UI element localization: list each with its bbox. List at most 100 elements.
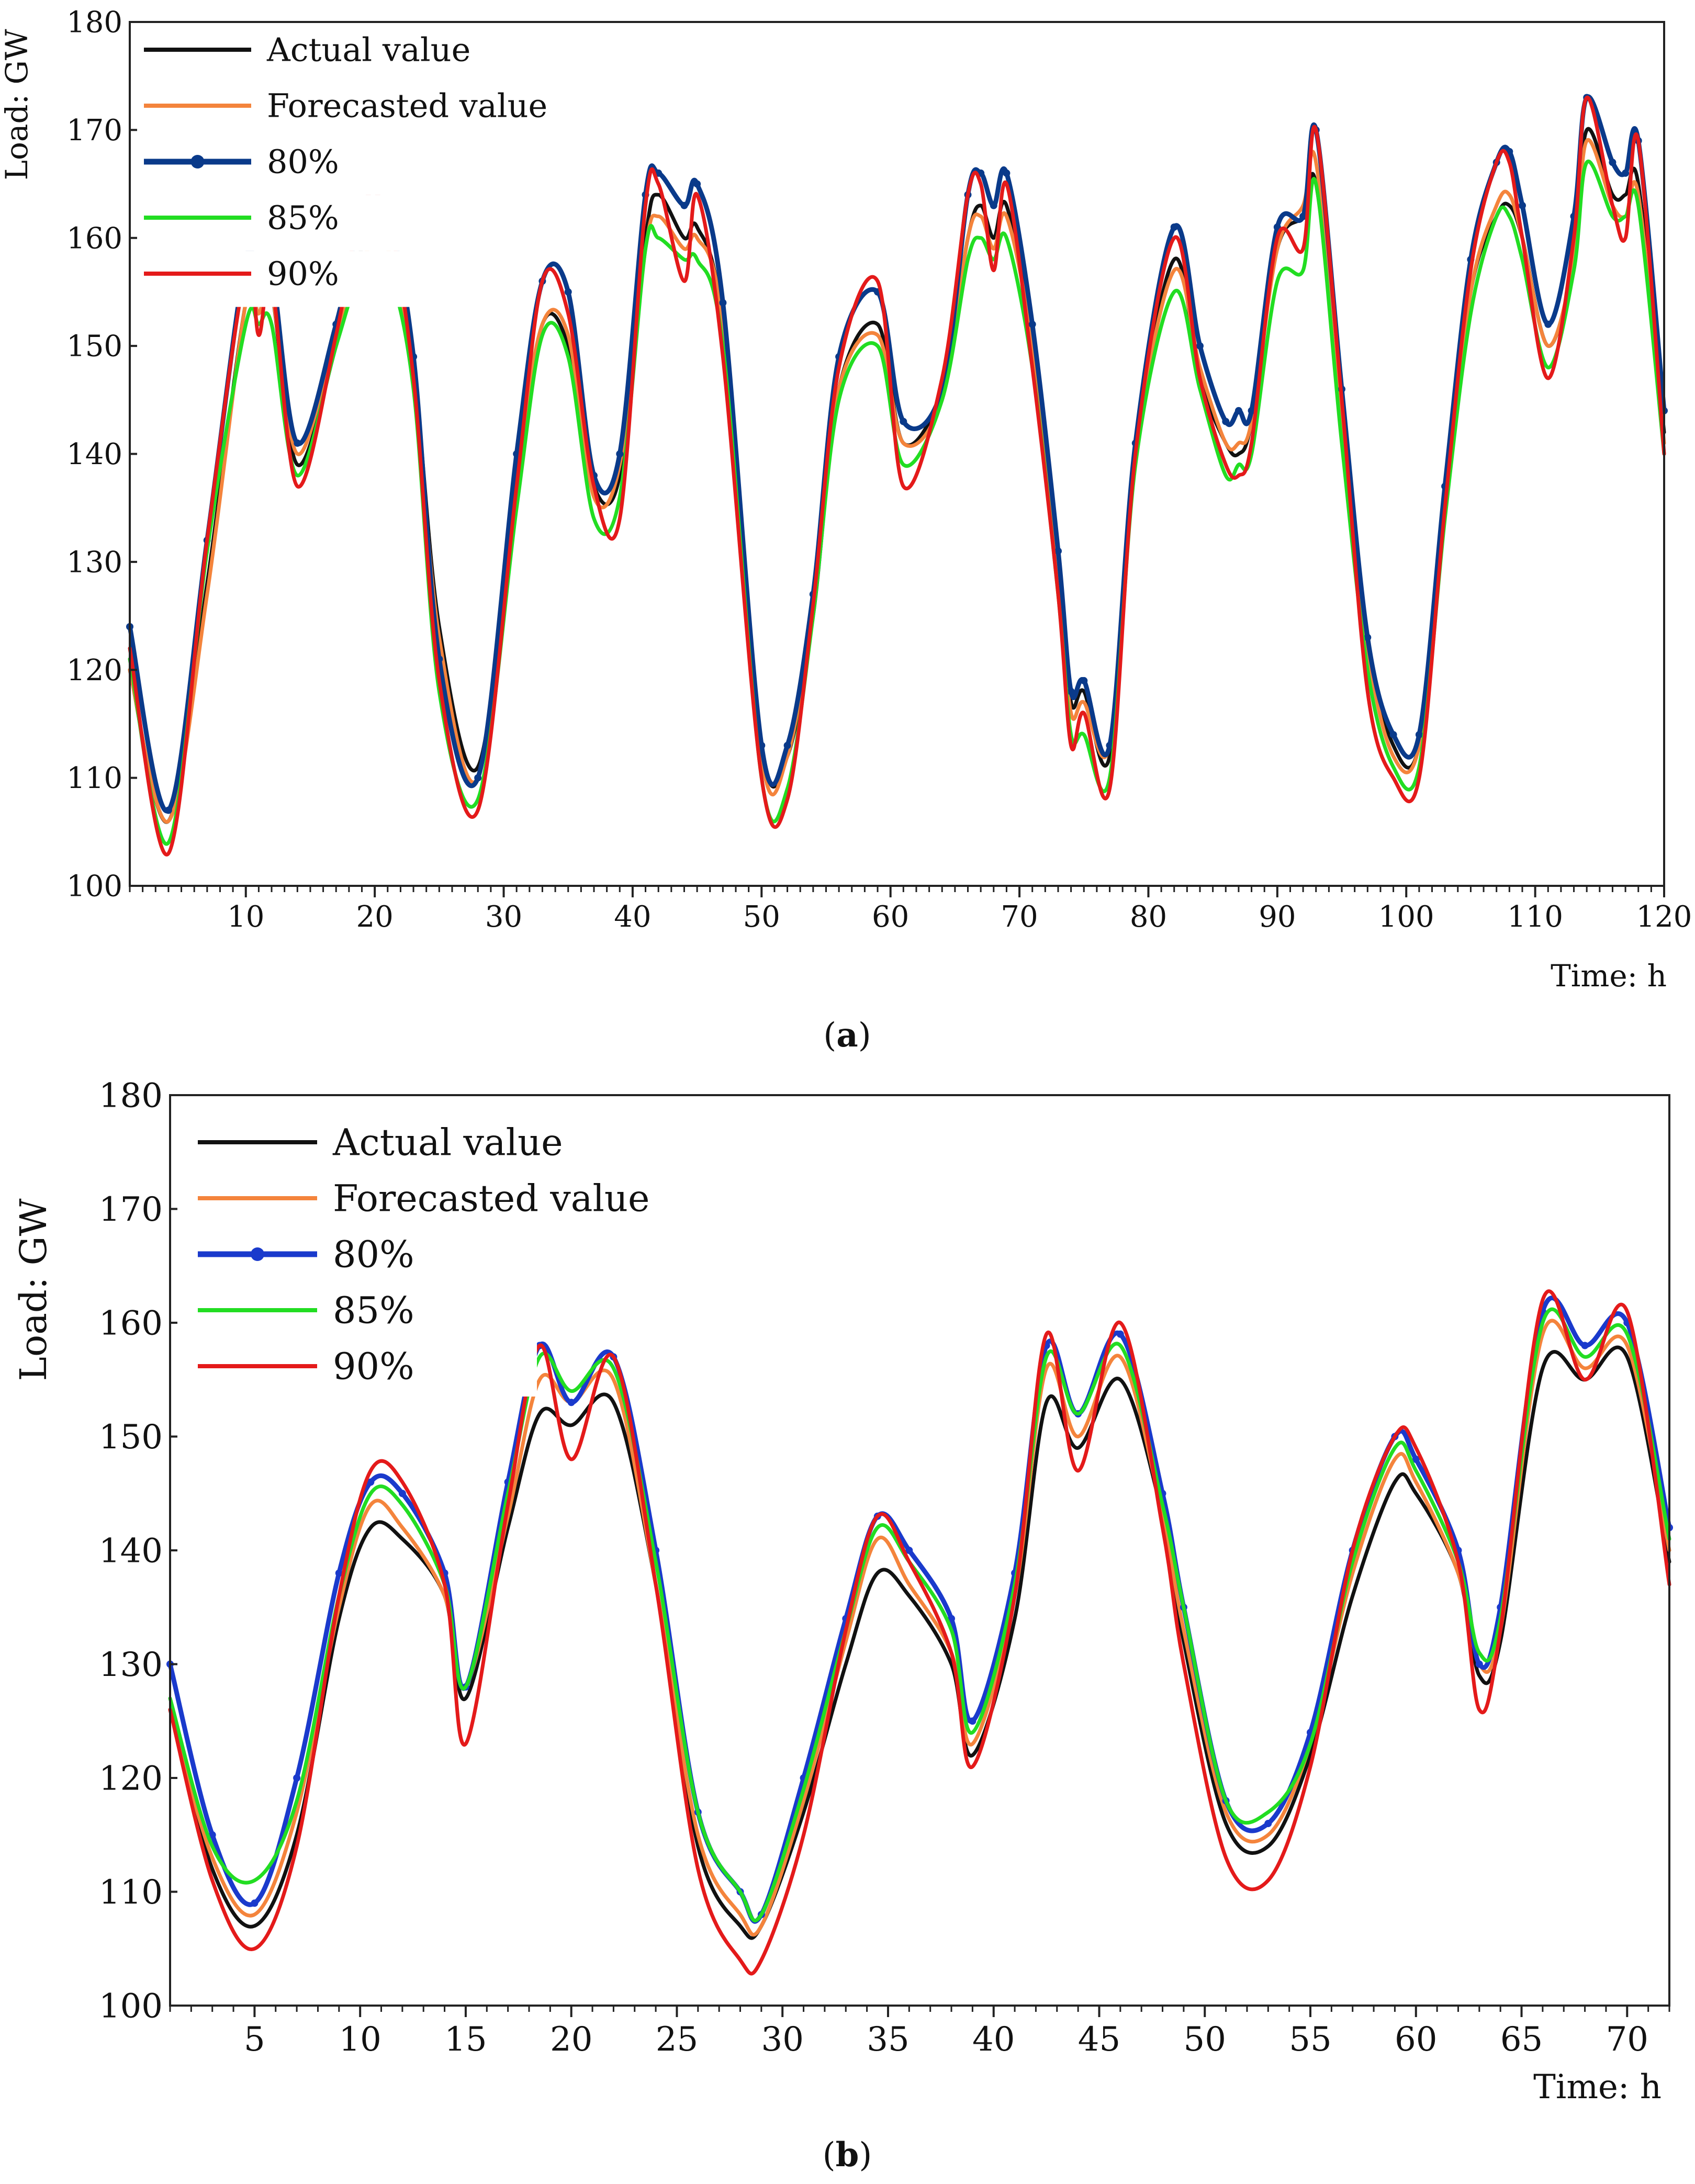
- data-point-0-2-42: [1222, 418, 1230, 425]
- data-point-1-2-30: [1264, 1820, 1272, 1827]
- y-tick-label-1-6: 160: [99, 1304, 163, 1343]
- data-point-1-2-1: [208, 1831, 216, 1839]
- y-tick-label-0-6: 160: [66, 221, 122, 255]
- x-tick-label-1-11: 60: [1395, 2020, 1437, 2059]
- y-tick-label-0-5: 150: [66, 330, 122, 364]
- data-point-1-2-20: [905, 1547, 913, 1554]
- x-tick-label-1-6: 35: [867, 2020, 909, 2059]
- legend-label-0-3: 85%: [267, 199, 339, 237]
- legend-bg-0-3: [139, 195, 445, 251]
- y-tick-label-0-0: 100: [66, 870, 122, 904]
- data-point-0-2-56: [1519, 201, 1526, 209]
- y-axis-label-a: Load: GW: [0, 29, 35, 180]
- x-tick-label-1-0: 5: [244, 2020, 265, 2059]
- data-point-0-2-15: [564, 288, 572, 296]
- data-point-0-2-61: [1622, 169, 1630, 177]
- data-point-0-2-44: [1248, 407, 1255, 414]
- y-tick-label-1-2: 120: [99, 1759, 163, 1798]
- data-point-0-2-17: [616, 450, 624, 458]
- x-tick-label-0-0: 10: [227, 900, 264, 934]
- data-point-1-2-26: [1116, 1330, 1124, 1338]
- legend-bg-1-4: [193, 1341, 537, 1397]
- legend-label-0-0: Actual value: [266, 31, 470, 69]
- data-point-0-2-12: [474, 774, 482, 782]
- legend-label-1-0: Actual value: [332, 1121, 563, 1164]
- y-tick-label-0-3: 130: [66, 545, 122, 579]
- data-point-0-2-36: [1067, 688, 1075, 695]
- x-tick-label-1-3: 20: [550, 2020, 592, 2059]
- data-point-0-2-1: [164, 806, 172, 814]
- data-point-1-2-5: [367, 1478, 375, 1486]
- data-point-0-2-24: [783, 741, 791, 749]
- legend-label-1-4: 90%: [333, 1345, 414, 1388]
- x-tick-label-0-8: 90: [1259, 900, 1296, 934]
- y-tick-label-1-0: 100: [99, 1987, 163, 2025]
- x-tick-label-0-5: 60: [872, 900, 909, 934]
- x-tick-label-0-4: 50: [743, 900, 780, 934]
- x-tick-label-1-10: 55: [1289, 2020, 1331, 2059]
- series-line-0-4: [128, 95, 1666, 857]
- caption-b: (b): [823, 2135, 872, 2175]
- series-line-1-4: [168, 1289, 1671, 1976]
- x-tick-label-1-13: 70: [1606, 2020, 1648, 2059]
- data-point-0-2-41: [1196, 342, 1204, 350]
- legend-bg-1-1: [193, 1173, 537, 1229]
- x-tick-label-0-9: 100: [1378, 900, 1434, 934]
- chart-panel-a: 100 110 120 130 140 150 160 170 180 10 20 30 40 50 60 7…: [0, 6, 1692, 1055]
- x-axis-label-b: Time: h: [1533, 2068, 1662, 2107]
- legend-bg-0-0: [139, 27, 445, 83]
- y-tick-label-0-8: 180: [66, 6, 122, 40]
- y-tick-label-0-2: 120: [66, 654, 122, 688]
- y-tick-label-1-8: 180: [99, 1076, 163, 1115]
- data-point-0-2-50: [1389, 731, 1397, 739]
- data-point-0-2-49: [1364, 634, 1372, 641]
- x-tick-label-0-11: 120: [1636, 900, 1692, 934]
- y-tick-label-1-4: 140: [99, 1532, 163, 1570]
- legend-label-0-1: Forecasted value: [267, 87, 547, 125]
- data-point-0-2-32: [990, 201, 997, 209]
- chart-panel-b: 100 110 120 130 140 150 160 170 180 5 10 15 20 25 30 35…: [12, 1076, 1673, 2175]
- y-tick-label-1-5: 150: [99, 1418, 163, 1457]
- data-point-0-2-46: [1299, 212, 1307, 220]
- data-point-1-2-3: [293, 1774, 301, 1782]
- data-point-1-2-36: [1475, 1660, 1483, 1668]
- data-point-0-2-35: [1054, 547, 1062, 555]
- x-tick-label-1-12: 65: [1500, 2020, 1543, 2059]
- data-point-0-2-40: [1170, 223, 1178, 231]
- x-tick-label-1-9: 50: [1184, 2020, 1226, 2059]
- data-point-0-2-51: [1415, 731, 1423, 739]
- data-point-0-2-37: [1080, 677, 1088, 684]
- data-point-0-2-38: [1106, 741, 1114, 749]
- data-point-1-2-2: [251, 1899, 259, 1907]
- data-point-1-2-4: [335, 1569, 343, 1577]
- legend-label-0-2: 80%: [267, 143, 339, 181]
- data-point-0-2-22: [719, 299, 727, 307]
- caption-letter-a: a: [836, 1016, 858, 1055]
- data-point-1-2-21: [948, 1615, 955, 1623]
- x-tick-label-1-2: 15: [444, 2020, 487, 2059]
- legend-marker-0-2: [190, 155, 205, 168]
- x-tick-label-1-7: 40: [972, 2020, 1015, 2059]
- data-point-0-2-20: [680, 201, 688, 209]
- x-tick-label-0-10: 110: [1507, 900, 1563, 934]
- data-point-1-2-6: [398, 1490, 406, 1498]
- legend-b: Actual value Forecasted value 80% 85% 90%: [193, 1117, 649, 1397]
- data-point-1-2-34: [1412, 1456, 1420, 1463]
- x-tick-label-0-1: 20: [356, 900, 394, 934]
- x-tick-label-1-8: 45: [1078, 2020, 1120, 2059]
- x-tick-label-0-2: 30: [485, 900, 522, 934]
- legend-marker-1-2: [251, 1247, 264, 1261]
- data-point-0-2-34: [1028, 320, 1036, 328]
- legend-a: Actual value Forecasted value 80% 85% 90%: [139, 27, 547, 307]
- data-point-0-2-6: [294, 439, 301, 447]
- y-tick-label-0-7: 170: [66, 114, 122, 148]
- caption-a: (a): [823, 1016, 871, 1055]
- legend-label-0-4: 90%: [267, 255, 339, 293]
- y-tick-label-0-1: 110: [66, 761, 122, 795]
- legend-bg-1-3: [193, 1285, 537, 1341]
- legend-label-1-3: 85%: [333, 1289, 414, 1332]
- data-point-0-2-33: [1003, 169, 1011, 177]
- x-tick-label-0-6: 70: [1001, 900, 1038, 934]
- x-tick-label-0-7: 80: [1130, 900, 1167, 934]
- y-tick-label-1-1: 110: [99, 1873, 163, 1912]
